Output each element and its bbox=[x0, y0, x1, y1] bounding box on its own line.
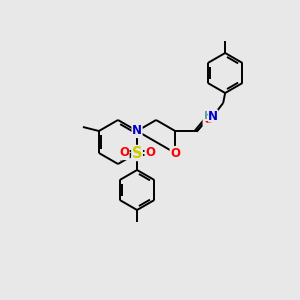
Text: N: N bbox=[132, 124, 142, 137]
Text: O: O bbox=[170, 146, 180, 160]
Text: S: S bbox=[132, 146, 142, 160]
Text: N: N bbox=[208, 110, 218, 122]
Text: H: H bbox=[204, 111, 212, 121]
Text: O: O bbox=[119, 146, 129, 160]
Text: O: O bbox=[145, 146, 155, 160]
Text: O: O bbox=[203, 112, 213, 125]
